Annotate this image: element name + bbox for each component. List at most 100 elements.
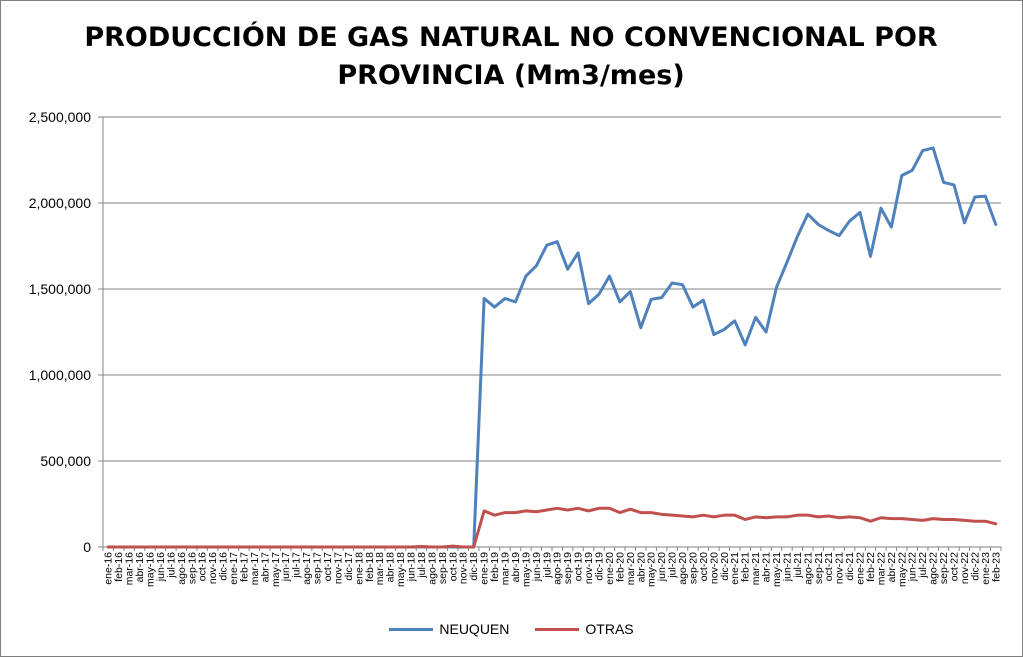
x-tick-label: nov-20 <box>708 552 720 584</box>
x-tick-label: jul-19 <box>541 552 553 579</box>
x-tick-label: feb-17 <box>238 552 250 582</box>
x-tick-label: mar-19 <box>500 552 512 585</box>
x-tick-label: feb-21 <box>740 552 752 582</box>
x-tick-label: feb-18 <box>364 552 376 582</box>
x-tick-label: jun-22 <box>907 552 919 582</box>
x-tick-label: abr-19 <box>510 552 522 583</box>
y-tick-label: 500,000 <box>40 453 91 469</box>
x-tick-label: ene-16 <box>103 552 115 585</box>
x-tick-label: ago-20 <box>677 552 689 585</box>
x-tick-label: may-22 <box>896 552 908 587</box>
x-tick-label: ene-20 <box>604 552 616 585</box>
y-tick-label: 1,500,000 <box>29 281 91 297</box>
x-tick-label: may-17 <box>270 552 282 587</box>
y-tick-label: 2,000,000 <box>29 195 91 211</box>
legend-swatch-neuquen <box>389 627 434 631</box>
x-tick-label: oct-17 <box>322 552 334 581</box>
series-line-otras <box>106 506 998 549</box>
x-tick-label: jun-20 <box>656 552 668 582</box>
x-tick-label: abr-22 <box>886 552 898 583</box>
x-tick-label: ago-18 <box>426 552 438 585</box>
chart-title-line-1: PRODUCCIÓN DE GAS NATURAL NO CONVENCIONA… <box>84 22 938 53</box>
y-axis-ticks: 0 500,000 1,000,000 1,500,000 2,000,000 2,500… <box>29 109 92 555</box>
x-tick-label: abr-16 <box>134 552 146 583</box>
x-tick-label: may-18 <box>395 552 407 587</box>
series-lines <box>106 146 998 549</box>
legend-label-neuquen: NEUQUEN <box>439 621 510 637</box>
x-tick-label: ago-22 <box>928 552 940 585</box>
x-tick-label: nov-21 <box>834 552 846 584</box>
x-tick-label: jul-17 <box>291 552 303 579</box>
x-tick-label: jul-18 <box>416 552 428 579</box>
x-tick-label: ene-21 <box>729 552 741 585</box>
x-tick-label: oct-21 <box>823 552 835 581</box>
x-tick-label: jul-16 <box>165 552 177 579</box>
x-tick-label: feb-16 <box>113 552 125 582</box>
x-tick-label: mar-18 <box>374 552 386 585</box>
x-tick-label: jun-19 <box>531 552 543 582</box>
x-tick-label: oct-22 <box>949 552 961 581</box>
x-tick-label: mar-21 <box>750 552 762 585</box>
legend-item-neuquen: NEUQUEN <box>389 621 509 637</box>
legend-swatch-otras <box>535 627 580 631</box>
x-tick-label: dic-18 <box>468 552 480 581</box>
x-tick-label: dic-21 <box>844 552 856 581</box>
x-tick-label: jun-21 <box>781 552 793 582</box>
x-tick-label: feb-20 <box>614 552 626 582</box>
x-tick-label: nov-17 <box>332 552 344 584</box>
x-tick-label: oct-19 <box>573 552 585 581</box>
x-tick-label: abr-20 <box>635 552 647 583</box>
x-tick-label: ene-22 <box>855 552 867 585</box>
y-tick-label: 1,000,000 <box>29 367 91 383</box>
x-tick-label: oct-20 <box>698 552 710 581</box>
x-tick-label: dic-22 <box>969 552 981 581</box>
x-tick-label: sep-18 <box>437 552 449 584</box>
axes <box>98 116 1002 551</box>
x-tick-label: oct-18 <box>447 552 459 581</box>
x-tick-label: may-19 <box>520 552 532 587</box>
series-line-neuquen <box>106 146 998 549</box>
x-tick-label: nov-22 <box>959 552 971 584</box>
gridlines <box>103 116 1001 462</box>
chart-title-line-2: PROVINCIA (Mm3/mes) <box>337 60 685 91</box>
x-tick-label: jul-21 <box>792 552 804 579</box>
legend-item-otras: OTRAS <box>535 621 634 637</box>
x-tick-label: nov-19 <box>583 552 595 584</box>
x-tick-label: jul-20 <box>667 552 679 579</box>
x-tick-label: abr-18 <box>385 552 397 583</box>
x-tick-label: nov-18 <box>458 552 470 584</box>
x-tick-label: jun-17 <box>280 552 292 582</box>
x-tick-label: ago-21 <box>802 552 814 585</box>
x-tick-label: jul-22 <box>917 552 929 579</box>
x-tick-label: feb-19 <box>489 552 501 582</box>
x-axis-ticks: ene-16feb-16mar-16abr-16may-16jun-16jul-… <box>103 552 1003 587</box>
x-tick-label: mar-16 <box>124 552 136 585</box>
y-tick-label: 0 <box>83 539 91 555</box>
x-tick-label: jun-16 <box>155 552 167 582</box>
x-tick-label: ene-17 <box>228 552 240 585</box>
x-tick-label: nov-16 <box>207 552 219 584</box>
chart-title: PRODUCCIÓN DE GAS NATURAL NO CONVENCIONA… <box>41 19 981 95</box>
x-tick-label: may-16 <box>144 552 156 587</box>
x-tick-label: dic-17 <box>343 552 355 581</box>
x-tick-label: ene-19 <box>479 552 491 585</box>
x-tick-label: dic-19 <box>593 552 605 581</box>
x-tick-label: sep-19 <box>562 552 574 584</box>
x-tick-label: mar-22 <box>875 552 887 585</box>
x-tick-label: dic-16 <box>218 552 230 581</box>
x-tick-label: oct-16 <box>197 552 209 581</box>
x-tick-label: ago-16 <box>176 552 188 585</box>
x-tick-label: ago-19 <box>552 552 564 585</box>
x-tick-label: jun-18 <box>406 552 418 582</box>
x-tick-label: mar-17 <box>249 552 261 585</box>
legend-label-otras: OTRAS <box>585 621 634 637</box>
x-tick-label: sep-17 <box>312 552 324 584</box>
x-tick-label: ago-17 <box>301 552 313 585</box>
x-tick-label: sep-21 <box>813 552 825 584</box>
x-tick-label: dic-20 <box>719 552 731 581</box>
x-tick-label: abr-17 <box>259 552 271 583</box>
x-tick-label: mar-20 <box>625 552 637 585</box>
x-tick-label: may-21 <box>771 552 783 587</box>
x-tick-label: ene-18 <box>353 552 365 585</box>
